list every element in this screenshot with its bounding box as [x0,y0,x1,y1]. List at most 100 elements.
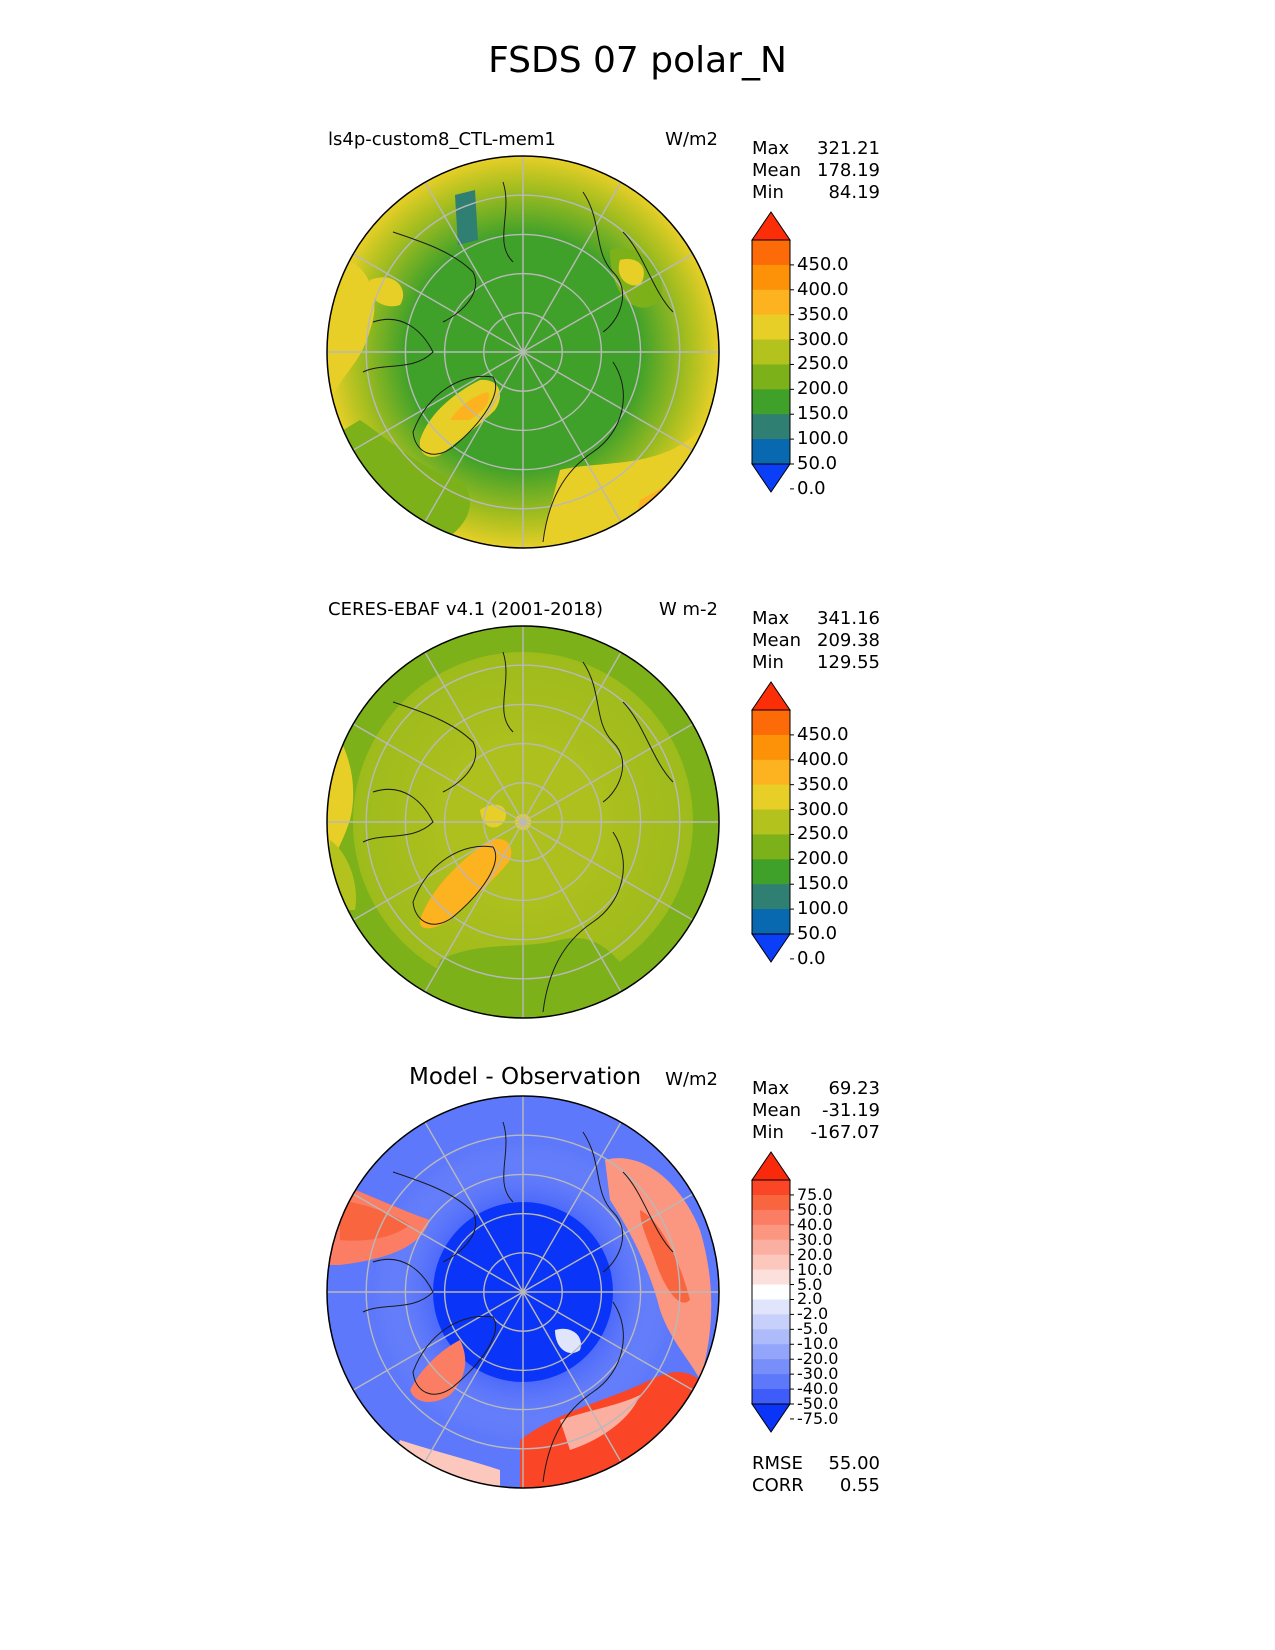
longitude-line [424,651,524,823]
stat-value: 321.21 [817,138,880,159]
metric-label: CORR [752,1475,804,1496]
stat-value: 84.19 [828,182,880,203]
stat-value: 69.23 [828,1078,880,1099]
colorbars [751,211,794,1433]
metric-label: RMSE [752,1453,803,1474]
longitude-line [424,821,524,993]
greenland-feature [410,1340,466,1402]
colorbar-tick-label: 5.0 [797,1274,823,1294]
map-overlays [326,155,720,1489]
colorbar-segment [752,289,790,316]
test-panel-title: ls4p-custom8_CTL-mem1 [328,129,556,150]
map-fill [327,258,375,420]
colorbar-tick-label: 400.0 [797,278,849,300]
coastline [362,1258,434,1313]
longitude-line [352,1291,524,1391]
stat-value: -167.07 [810,1122,880,1143]
colorbar-tick-label: 10.0 [797,1259,833,1279]
colorbar-frame [751,1179,791,1405]
colorbar-frame [751,239,791,465]
longitude-line [522,651,622,823]
colorbar-tick-label: -75.0 [797,1408,839,1428]
test-panel-units: W/m2 [665,129,718,150]
coastline [622,231,674,313]
colorbar-segment [752,710,790,736]
coastline [362,318,434,373]
longitude-line [352,1193,524,1293]
map-boundary [326,155,720,549]
map-fill [605,1158,712,1380]
stat-label: Mean [752,1100,802,1121]
stat-label: Max [752,1078,790,1099]
coastline [502,181,514,263]
colorbar-segment [752,264,790,291]
colorbar-tick-label: 150.0 [797,873,849,895]
colorbar-tick-label: 30.0 [797,1229,833,1249]
longitude-line [352,723,524,823]
colorbar-tick-label: 2.0 [797,1289,823,1309]
colorbar-extend-top [751,681,791,711]
colorbar-segment [752,1180,790,1196]
colorbar-segment [752,834,790,860]
colorbar-segment [752,439,790,465]
longitude-line [352,351,524,451]
colorbar-segment [752,339,790,365]
stat-label: Max [752,608,790,629]
colorbar-segment [752,1224,790,1241]
colorbar-extend-top [751,211,791,241]
colorbar-tick-label: 450.0 [797,253,849,275]
colorbar-segment [752,909,790,935]
colorbar-tick-label: 50.0 [797,1199,833,1219]
metric-value: 0.55 [839,1475,880,1496]
map-boundary [326,1095,720,1489]
stat-value: 341.16 [817,608,880,629]
colorbar-tick-label: -30.0 [797,1364,839,1384]
difference-panel-units: W/m2 [665,1069,718,1090]
colorbar-tick-label: 75.0 [797,1184,833,1204]
colorbar-tick-label: 50.0 [797,923,838,944]
colorbar-segment [752,1254,790,1271]
colorbar-segment [752,414,790,440]
colorbar-tick-label: 250.0 [797,353,849,375]
colorbar-tick-label: 0.0 [797,477,826,499]
longitude-line [522,723,694,823]
coastline [502,651,514,733]
colorbar-tick-label: 350.0 [797,773,849,795]
colorbar-segment [752,1374,790,1390]
longitude-line [352,821,524,921]
coastline [582,661,624,803]
colorbar-tick-label: 200.0 [797,378,849,400]
colorbar-segment [752,314,790,341]
colorbar-segment [752,784,790,811]
longitude-line [522,181,622,353]
colorbar-segment [752,859,790,885]
map-fill [555,1328,581,1354]
figure-title: FSDS 07 polar_N [488,40,787,81]
colorbar-tick-label: -40.0 [797,1379,839,1399]
longitude-line [424,1291,524,1463]
stat-label: Min [752,182,784,203]
coastline [622,701,674,783]
stat-value: 178.19 [817,160,880,181]
colorbar-tick-label: 200.0 [797,848,849,870]
colorbar-tick-label: 100.0 [797,428,849,450]
coastline [392,231,477,323]
colorbar-tick-label: -2.0 [797,1304,829,1324]
coastline [622,1171,674,1253]
colorbar-tick-label: 250.0 [797,823,849,845]
colorbar-segment [752,1359,790,1375]
reference-panel-title: CERES-EBAF v4.1 (2001-2018) [328,599,604,620]
colorbar-tick-label: -5.0 [797,1319,829,1339]
colorbar-segment [752,1314,790,1330]
colorbar-tick-label: 450.0 [797,723,849,745]
stat-label: Mean [752,160,802,181]
colorbar-tick-label: 0.0 [797,947,826,969]
stat-value: 129.55 [817,652,880,673]
colorbar-tick-label: 300.0 [797,798,849,820]
colorbar-segment [752,1194,790,1211]
colorbar-segment [752,240,790,266]
colorbar-segment [752,759,790,786]
coastline [582,191,624,333]
colorbar-extend-bottom [751,463,791,493]
